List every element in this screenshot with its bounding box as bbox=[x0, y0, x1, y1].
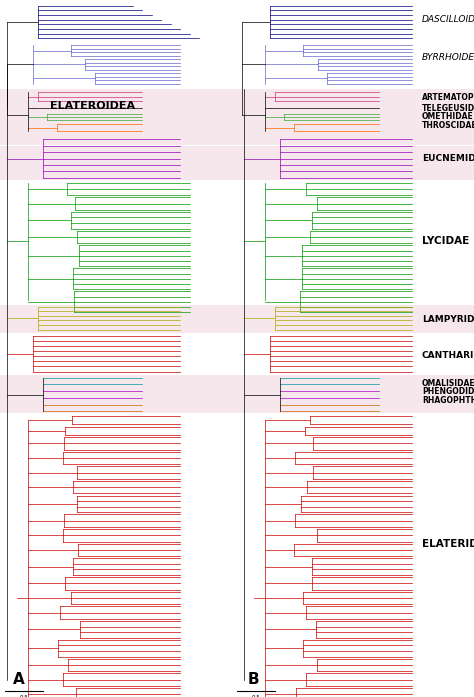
Text: LAMPYRIDAE: LAMPYRIDAE bbox=[422, 315, 474, 323]
Text: ELATEROIDEA: ELATEROIDEA bbox=[50, 101, 135, 111]
Text: ARTEMATOPODIDAE: ARTEMATOPODIDAE bbox=[422, 93, 474, 102]
Text: OMETHIDAE: OMETHIDAE bbox=[422, 112, 474, 121]
Bar bbox=[0, 305, 474, 333]
Bar bbox=[0, 146, 474, 180]
Text: TELEGEUSIDAE: TELEGEUSIDAE bbox=[422, 104, 474, 112]
Text: OMALISIDAE: OMALISIDAE bbox=[422, 379, 474, 388]
Text: DASCILLOIDEA: DASCILLOIDEA bbox=[422, 15, 474, 24]
Text: 0.5: 0.5 bbox=[252, 695, 260, 697]
Text: A: A bbox=[13, 671, 25, 687]
Text: LYCIDAE: LYCIDAE bbox=[422, 236, 469, 246]
Text: RHAGOPHTHALMIDAE: RHAGOPHTHALMIDAE bbox=[422, 396, 474, 404]
Text: 0.5: 0.5 bbox=[19, 695, 28, 697]
Text: THROSCIDAE: THROSCIDAE bbox=[422, 121, 474, 130]
Text: CANTHARIDAE: CANTHARIDAE bbox=[422, 351, 474, 360]
Text: PHENGODIDAE: PHENGODIDAE bbox=[422, 388, 474, 396]
Bar bbox=[0, 89, 474, 145]
Text: BYRRHOIDEA: BYRRHOIDEA bbox=[422, 54, 474, 62]
Text: ELATERIDAE: ELATERIDAE bbox=[422, 539, 474, 549]
Text: EUCNEMIDAE: EUCNEMIDAE bbox=[422, 155, 474, 163]
Bar bbox=[0, 375, 474, 413]
Text: B: B bbox=[248, 671, 259, 687]
